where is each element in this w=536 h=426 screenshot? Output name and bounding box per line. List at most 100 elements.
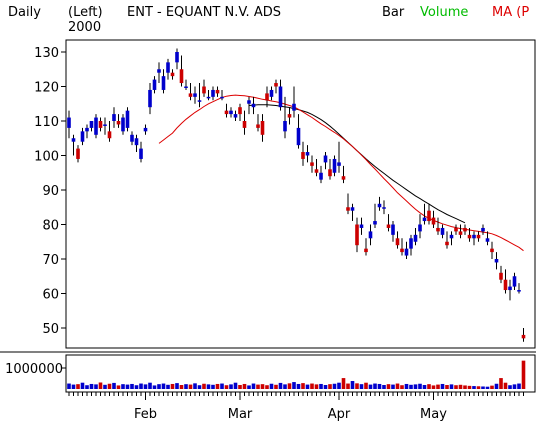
volume-bar — [436, 384, 440, 389]
candle — [359, 217, 364, 235]
candle — [175, 48, 179, 70]
volume-bar — [454, 385, 458, 389]
volume-bar — [107, 383, 112, 389]
volume-bar — [503, 382, 508, 389]
candle-body — [431, 217, 436, 225]
candle-body — [107, 131, 112, 139]
volume-bar — [485, 386, 490, 389]
candle-body — [454, 227, 458, 232]
candle — [503, 269, 508, 294]
candle-body — [463, 227, 467, 232]
candle-body — [269, 89, 274, 97]
candle — [67, 110, 71, 139]
candle-body — [71, 138, 76, 142]
candle-body — [301, 152, 305, 159]
candle-body — [503, 279, 508, 291]
volume-bar — [418, 383, 422, 389]
candle — [116, 114, 121, 128]
volume-bar — [143, 384, 148, 389]
candle — [80, 127, 85, 146]
volume-bar — [278, 382, 283, 389]
volume-bar — [260, 384, 265, 389]
candle — [400, 238, 404, 256]
candle — [197, 83, 202, 108]
volume-bar — [467, 385, 472, 389]
volume-bar — [265, 385, 269, 389]
candle-body — [508, 286, 512, 291]
candle — [98, 117, 103, 132]
y-tick-label: 100 — [34, 150, 59, 165]
y-tick-label: 70 — [42, 253, 59, 268]
candle-body — [314, 169, 319, 173]
candle-body — [355, 224, 359, 246]
candle — [305, 145, 310, 163]
candle-body — [467, 234, 472, 239]
candle-body — [161, 76, 166, 90]
candle — [364, 238, 368, 256]
candle-body — [395, 238, 400, 246]
candle-body — [328, 169, 332, 177]
candle — [431, 210, 436, 228]
candle-body — [391, 224, 395, 235]
candle — [413, 227, 418, 246]
candle — [382, 200, 386, 215]
volume-bar — [197, 385, 202, 389]
volume-bar — [413, 384, 418, 389]
volume-bar — [283, 384, 287, 389]
volume-bar — [67, 383, 71, 389]
candle-body — [188, 93, 193, 97]
period-label: Daily — [8, 5, 41, 20]
price-frame — [65, 39, 536, 349]
candle — [71, 134, 76, 156]
volume-bar — [274, 384, 278, 389]
candle — [76, 145, 80, 163]
candle-body — [476, 234, 481, 239]
candle-body — [260, 121, 265, 135]
y-tick-label: 90 — [42, 184, 59, 199]
candle — [310, 155, 314, 173]
x-tick-label: Apr — [328, 407, 351, 422]
volume-bar — [238, 385, 242, 389]
candle — [332, 155, 337, 177]
volume-bar — [134, 385, 139, 389]
volume-bar — [139, 383, 143, 389]
candle-body — [386, 224, 391, 228]
candle — [134, 134, 139, 153]
legend-volume: Volume — [420, 5, 468, 20]
x-tick-label: May — [420, 407, 447, 422]
candle — [467, 227, 472, 242]
volume-bar — [184, 384, 188, 389]
candle — [445, 231, 449, 249]
volume-bar — [427, 384, 431, 389]
candle — [260, 114, 265, 142]
candle-body — [323, 155, 328, 163]
candle-body — [512, 276, 517, 287]
candle — [148, 83, 152, 115]
candle — [184, 79, 188, 90]
candle-body — [98, 121, 103, 128]
volume-bar — [350, 381, 355, 389]
volume-bar — [395, 383, 400, 389]
volume-bar — [85, 385, 89, 389]
candle — [350, 203, 355, 222]
volume-bar — [449, 384, 454, 389]
candle-body — [184, 86, 188, 88]
price-panel — [67, 48, 526, 342]
candle — [188, 83, 193, 101]
volume-bar — [319, 383, 323, 389]
volume-bar — [116, 385, 121, 389]
candle-body — [233, 114, 238, 118]
candle-body — [215, 89, 220, 94]
candle — [337, 141, 341, 173]
candle-body — [175, 52, 179, 63]
candle-body — [206, 96, 211, 99]
volume-bar — [292, 382, 296, 389]
candle — [161, 69, 166, 94]
candle-body — [152, 79, 157, 90]
volume-bar — [80, 382, 85, 389]
volume-bar — [409, 384, 413, 389]
candle-body — [481, 227, 485, 232]
y-tick-label: 130 — [34, 46, 59, 61]
candle-body — [427, 210, 431, 222]
candle-body — [89, 121, 94, 128]
